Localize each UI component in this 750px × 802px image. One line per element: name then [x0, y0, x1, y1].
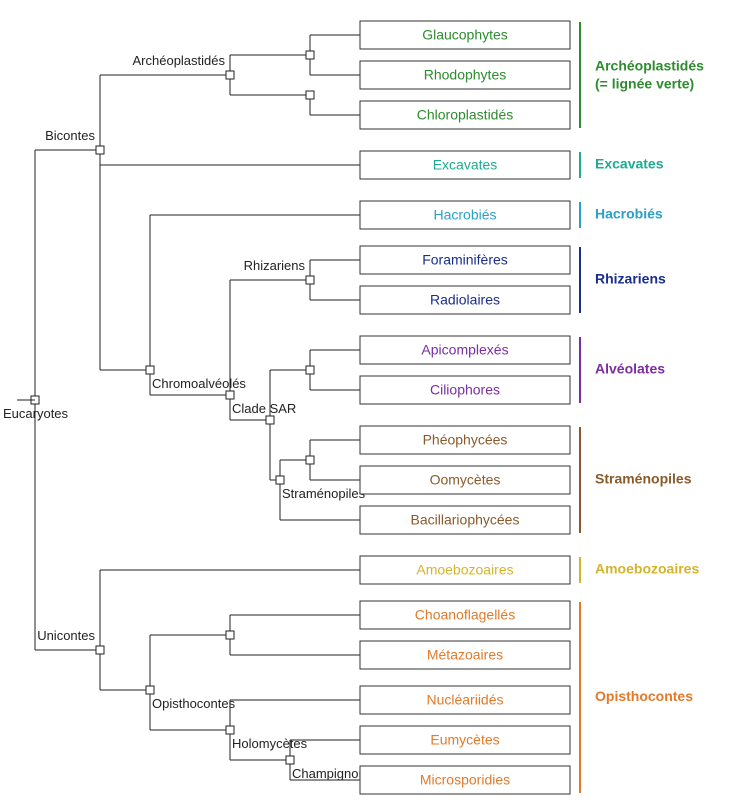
node-square-rhizariens: [306, 276, 314, 284]
node-square-arch_sub2: [306, 91, 314, 99]
group-label-amoebozoaires: Amoebozoaires: [595, 561, 699, 577]
node-label-eucaryotes: Eucaryotes: [3, 406, 69, 421]
group-label-stramenopiles: Straménopiles: [595, 471, 692, 487]
leaf-label-glaucophytes: Glaucophytes: [422, 27, 508, 43]
node-label-clade_sar: Clade SAR: [232, 401, 296, 416]
group-label-alveolates: Alvéolates: [595, 361, 665, 377]
leaf-label-chloroplastides: Chloroplastidés: [417, 107, 514, 123]
leaf-label-eumycetes: Eumycètes: [430, 732, 499, 748]
leaf-label-nucleariides: Nucléariidés: [426, 692, 503, 708]
node-square-arch_sub1: [306, 51, 314, 59]
node-label-unicontes: Unicontes: [37, 628, 95, 643]
node-square-opisthocontes: [146, 686, 154, 694]
node-square-archeoplastides: [226, 71, 234, 79]
leaf-label-amoebozoaires: Amoebozoaires: [416, 562, 513, 578]
node-label-archeoplastides: Archéoplastidés: [133, 53, 226, 68]
node-square-chromoalveoles: [146, 366, 154, 374]
node-square-alveolates_node: [306, 366, 314, 374]
leaf-label-foraminiferes: Foraminifères: [422, 252, 508, 268]
node-square-stramenopiles: [276, 476, 284, 484]
leaf-label-microsporidies: Microsporidies: [420, 772, 510, 788]
leaf-label-ciliophores: Ciliophores: [430, 382, 500, 398]
group-label-excavates: Excavates: [595, 156, 664, 172]
node-square-holomycetes: [226, 726, 234, 734]
node-square-champignons: [286, 756, 294, 764]
leaf-label-rhodophytes: Rhodophytes: [424, 67, 507, 83]
leaf-label-pheophycees: Phéophycées: [423, 432, 508, 448]
leaf-label-hacrobies: Hacrobiés: [433, 207, 496, 223]
node-square-sar_inner: [266, 416, 274, 424]
group-label-hacrobies: Hacrobiés: [595, 206, 663, 222]
node-square-bicontes: [96, 146, 104, 154]
node-square-pheo_oo: [306, 456, 314, 464]
node-label-stramenopiles: Straménopiles: [282, 486, 366, 501]
leaf-label-choanoflagelles: Choanoflagellés: [415, 607, 515, 623]
leaf-label-metazoaires: Métazoaires: [427, 647, 503, 663]
group-label-archeoplastides: Archéoplastidés: [595, 58, 704, 74]
node-label-bicontes: Bicontes: [45, 128, 95, 143]
leaf-label-bacillario: Bacillariophycées: [411, 512, 520, 528]
node-square-choano_meta: [226, 631, 234, 639]
node-square-unicontes: [96, 646, 104, 654]
group-sublabel-archeoplastides: (= lignée verte): [595, 76, 694, 92]
leaf-label-excavates: Excavates: [433, 157, 498, 173]
node-label-chromoalveoles: Chromoalvéolés: [152, 376, 246, 391]
leaf-label-radiolaires: Radiolaires: [430, 292, 500, 308]
leaf-label-oomycetes: Oomycètes: [430, 472, 501, 488]
group-label-opisthocontes: Opisthocontes: [595, 688, 693, 704]
node-label-holomycetes: Holomycètes: [232, 736, 308, 751]
phylogenetic-tree: Eucaryotes Bicontes Unicontes Archéoplastid…: [0, 0, 750, 802]
leaf-label-apicomplexes: Apicomplexés: [421, 342, 508, 358]
node-square-clade_sar: [226, 391, 234, 399]
node-label-opisthocontes: Opisthocontes: [152, 696, 236, 711]
node-label-rhizariens: Rhizariens: [244, 258, 306, 273]
group-label-rhizariens: Rhizariens: [595, 271, 666, 287]
